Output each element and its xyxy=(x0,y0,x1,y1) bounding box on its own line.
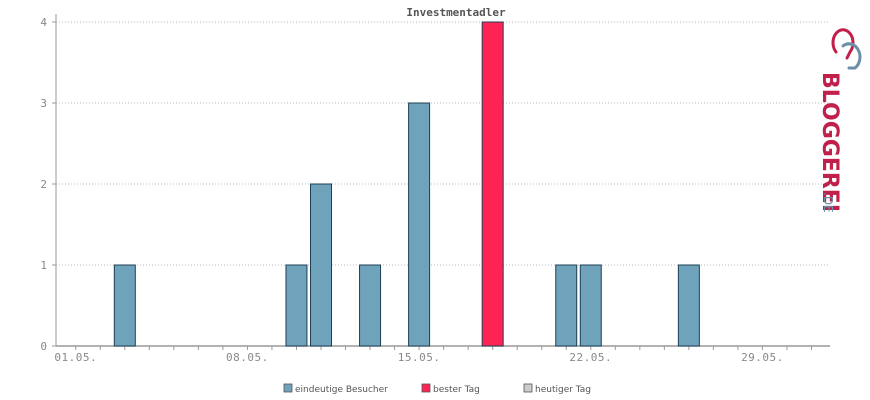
chart-title: Investmentadler xyxy=(406,6,506,19)
x-tick-label: 08.05. xyxy=(226,351,269,364)
bar xyxy=(408,102,431,347)
axes xyxy=(52,14,830,350)
legend-swatch xyxy=(421,383,431,393)
legend-label: bester Tag xyxy=(433,385,480,395)
bar xyxy=(677,264,700,347)
x-tick-labels: 01.05. 08.05. 15.05. 22.05. 29.05. xyxy=(54,351,783,364)
y-tick-label: 0 xyxy=(40,340,47,353)
logo-suffix: .DE xyxy=(821,192,835,213)
x-tick-label: 01.05. xyxy=(54,351,97,364)
bar xyxy=(113,264,136,347)
bars xyxy=(113,21,700,347)
y-tick-labels: 0 1 2 3 4 xyxy=(40,16,47,353)
logo-text: BLOGGEREI xyxy=(817,72,842,212)
bar xyxy=(555,264,578,347)
bar xyxy=(359,264,382,347)
y-tick-label: 2 xyxy=(40,178,47,191)
bloggerei-logo: BLOGGEREI .DE xyxy=(817,28,862,213)
legend: eindeutige Besucher bester Tag heutiger Ta… xyxy=(283,383,591,395)
legend-swatch xyxy=(283,383,293,393)
bar xyxy=(285,264,308,347)
legend-label: eindeutige Besucher xyxy=(295,385,388,395)
grid xyxy=(56,21,830,266)
legend-swatch xyxy=(523,383,533,393)
y-tick-label: 3 xyxy=(40,97,47,110)
y-tick-label: 1 xyxy=(40,259,47,272)
y-tick-label: 4 xyxy=(40,16,47,29)
x-tick-label: 15.05. xyxy=(398,351,441,364)
bar xyxy=(481,21,504,347)
bar xyxy=(579,264,602,347)
logo-mark-icon xyxy=(831,28,862,70)
bar xyxy=(310,183,333,347)
x-tick-label: 22.05. xyxy=(569,351,612,364)
x-tick-label: 29.05. xyxy=(741,351,784,364)
legend-label: heutiger Tag xyxy=(535,385,591,395)
